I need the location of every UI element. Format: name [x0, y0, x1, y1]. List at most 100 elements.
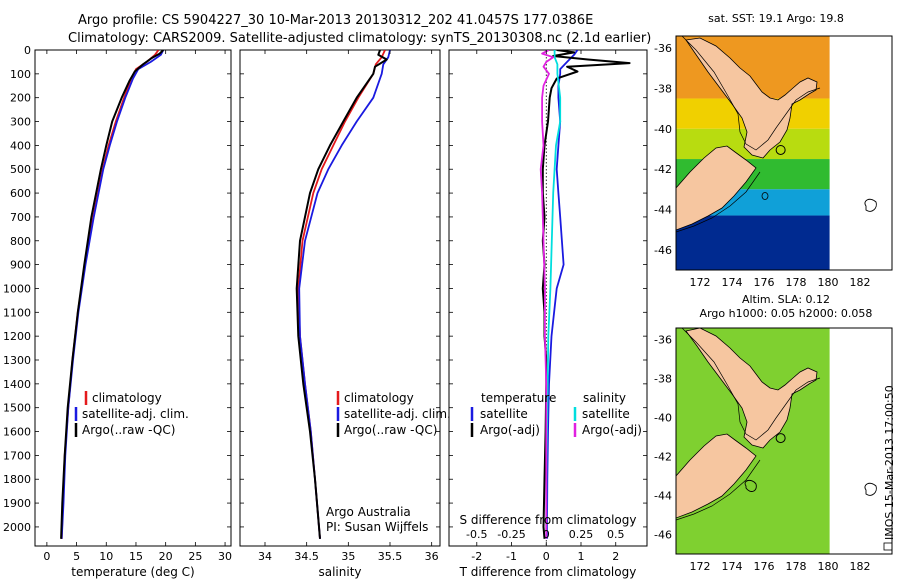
- salinity-series-argo-raw-qc: [295, 50, 388, 539]
- sla-lat-tick-label: -38: [654, 373, 672, 386]
- depth-tick-label: 1500: [3, 402, 31, 415]
- salinity-axis-label: salinity: [318, 565, 361, 579]
- sst-lon-tick-label: 176: [754, 276, 775, 289]
- depth-tick-label: 800: [10, 235, 31, 248]
- depth-tick-label: 500: [10, 163, 31, 176]
- imos-stamp: IMOS 15-Mar-2013 17:00:50: [883, 385, 896, 551]
- depth-tick-label: 1900: [3, 497, 31, 510]
- sst-lat-tick-label: -44: [654, 203, 672, 216]
- legend-title-salinity: salinity: [583, 391, 626, 405]
- s-difference-tick-label: -0.25: [497, 528, 525, 541]
- sla-lat-tick-label: -36: [654, 334, 672, 347]
- sla-map-layer: [676, 328, 877, 554]
- legend-title-temperature: temperature: [481, 391, 556, 405]
- difference-x-tick-label: 2: [612, 550, 619, 563]
- sst-color-band: [676, 215, 830, 270]
- salinity-x-tick-label: 35: [341, 550, 355, 563]
- legend-label-satellite: satellite-adj. clim.: [344, 407, 451, 421]
- sst-lat-tick-label: -38: [654, 82, 672, 95]
- difference-series-argo-adj-salinity: [539, 50, 555, 539]
- shelf-contour-north: [681, 36, 821, 151]
- sla-map-subtitle: Argo h1000: 0.05 h2000: 0.058: [700, 307, 873, 320]
- difference-x-tick-label: 1: [578, 550, 585, 563]
- depth-tick-label: 2000: [3, 521, 31, 534]
- chatham-rise-island: [744, 479, 757, 492]
- difference-series-group: [539, 50, 631, 546]
- salinity-legend: climatology satellite-adj. clim. Argo(..…: [336, 391, 451, 437]
- legend-label-climatology: climatology: [344, 391, 414, 405]
- depth-tick-label: 1600: [3, 426, 31, 439]
- s-difference-axis-label: S difference from climatology: [460, 513, 637, 527]
- temperature-x-tick-label: 10: [99, 550, 113, 563]
- s-difference-tick-label: 0.5: [607, 528, 625, 541]
- difference-x-tick-label: -1: [506, 550, 517, 563]
- depth-tick-label: 0: [24, 44, 31, 57]
- salinity-x-tick-label: 34.5: [294, 550, 319, 563]
- temperature-series-climatology: [60, 50, 160, 539]
- depth-tick-label: 300: [10, 116, 31, 129]
- south-island-land: [676, 145, 757, 231]
- salinity-plot-frame: [239, 49, 441, 547]
- depth-tick-label: 900: [10, 259, 31, 272]
- depth-tick-label: 1300: [3, 354, 31, 367]
- temperature-axis-label: temperature (deg C): [71, 565, 194, 579]
- legend-label-satellite: satellite-adj. clim.: [82, 407, 189, 421]
- sst-lon-tick-label: 174: [722, 276, 743, 289]
- sla-lon-tick-label: 176: [754, 560, 775, 573]
- s-difference-tick-label: -0.5: [466, 528, 487, 541]
- temperature-x-tick-label: 30: [218, 550, 232, 563]
- sst-lat-tick-label: -40: [654, 123, 672, 136]
- imos-stamp-text: IMOS 15-Mar-2013 17:00:50: [883, 385, 896, 540]
- shelf-contour-south: [676, 171, 761, 233]
- legend-label-climatology: climatology: [92, 391, 162, 405]
- sla-map-frame: [675, 327, 893, 555]
- s-difference-tick-label: 0: [543, 528, 550, 541]
- float-position-marker: [775, 144, 786, 155]
- depth-tick-label: 1700: [3, 449, 31, 462]
- chatham-rise-island: [761, 192, 769, 200]
- depth-tick-label: 1000: [3, 282, 31, 295]
- sla-lon-tick-label: 180: [818, 560, 839, 573]
- shelf-contour-north: [681, 328, 821, 441]
- sla-lon-tick-label: 182: [850, 560, 871, 573]
- sst-map-frame: [675, 35, 893, 271]
- sla-map-title: Altim. SLA: 0.12: [742, 293, 830, 306]
- sst-lon-tick-label: 182: [850, 276, 871, 289]
- sst-map-layer: [676, 36, 877, 270]
- s-difference-tick-label: 0.25: [569, 528, 594, 541]
- salinity-series-satellite-adj-clim: [298, 50, 391, 539]
- legend-label-argo: Argo(..raw -QC): [344, 423, 437, 437]
- imos-logo-icon: [883, 542, 893, 551]
- temperature-series-group: [60, 50, 165, 539]
- credit-line-1: Argo Australia: [326, 505, 411, 519]
- temperature-legend: climatology satellite-adj. clim. Argo(..…: [74, 391, 189, 437]
- depth-tick-label: 1200: [3, 330, 31, 343]
- difference-series-satellite-temperature: [546, 50, 579, 539]
- difference-x-tick-label: 0: [543, 550, 550, 563]
- temperature-x-tick-label: 5: [73, 550, 80, 563]
- shelf-contour-south: [676, 459, 761, 521]
- sst-lat-tick-label: -42: [654, 163, 672, 176]
- legend-label-argo: Argo(..raw -QC): [82, 423, 175, 437]
- difference-legend: temperature salinity satellite Argo(-adj…: [470, 391, 642, 437]
- south-island-land: [676, 433, 757, 519]
- depth-tick-label: 600: [10, 187, 31, 200]
- sla-lat-tick-label: -42: [654, 451, 672, 464]
- sla-lat-tick-label: -40: [654, 412, 672, 425]
- sla-lat-tick-label: -46: [654, 529, 672, 542]
- sla-lon-tick-label: 172: [690, 560, 711, 573]
- sst-map-title: sat. SST: 19.1 Argo: 19.8: [708, 12, 844, 25]
- float-position-marker: [775, 433, 786, 444]
- sla-lon-tick-label: 174: [722, 560, 743, 573]
- credit-line-2: PI: Susan Wijffels: [326, 520, 428, 534]
- temperature-series-argo-raw-qc: [60, 50, 165, 539]
- temperature-x-tick-label: 20: [159, 550, 173, 563]
- depth-tick-label: 100: [10, 68, 31, 81]
- temperature-x-tick-label: 15: [129, 550, 143, 563]
- legend-label-t-argo: Argo(-adj): [480, 423, 540, 437]
- depth-tick-label: 1100: [3, 306, 31, 319]
- depth-tick-label: 1400: [3, 378, 31, 391]
- depth-tick-label: 700: [10, 211, 31, 224]
- sla-lat-tick-label: -44: [654, 490, 672, 503]
- north-island-land: [685, 328, 818, 449]
